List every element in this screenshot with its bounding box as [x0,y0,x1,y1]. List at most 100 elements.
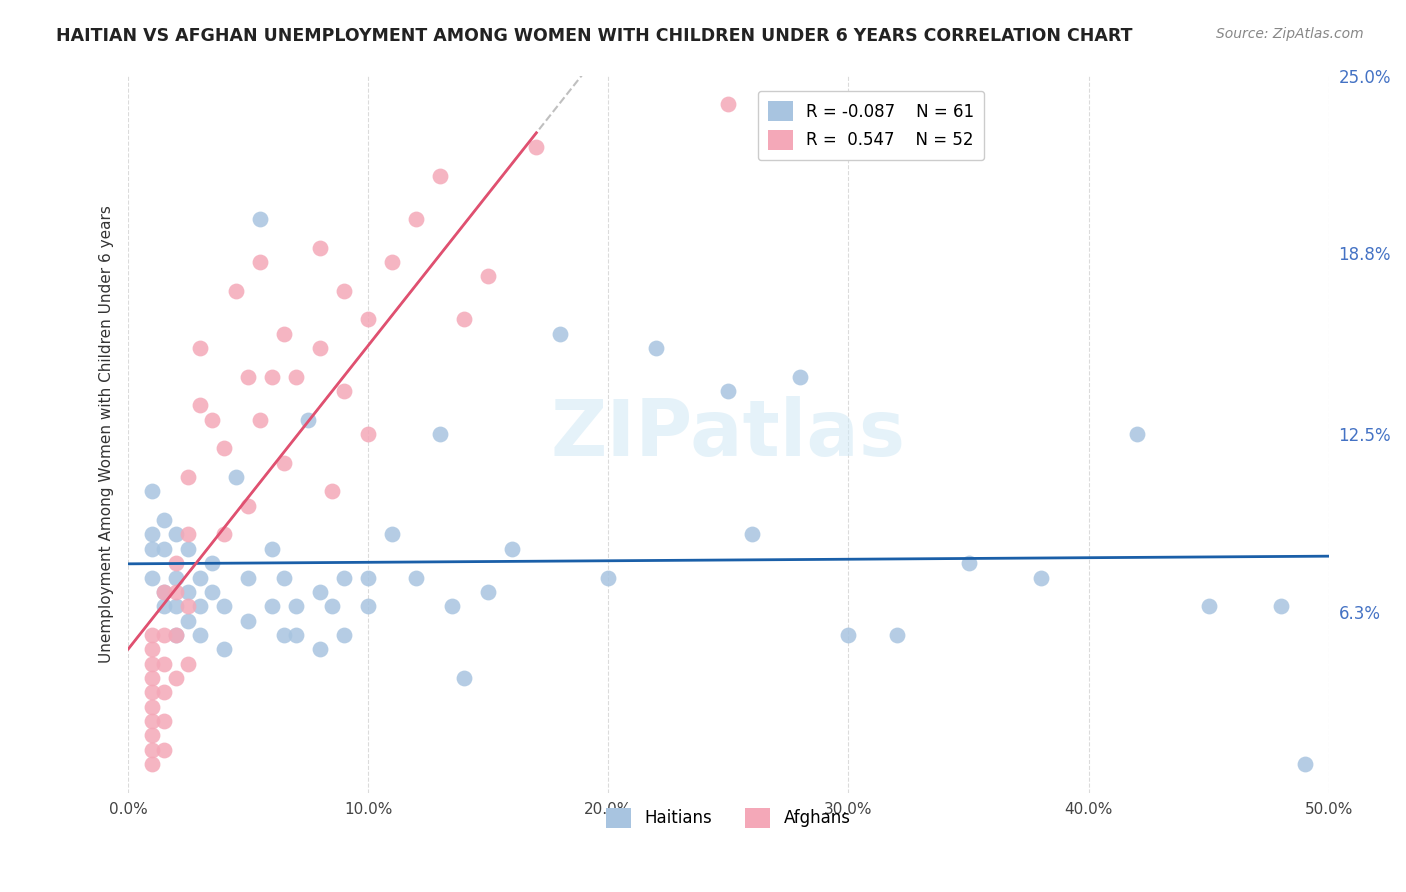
Point [333,284,356,298]
Point [550,326,572,341]
Point [309,341,332,355]
Point [238,570,260,584]
Point [177,614,200,628]
Point [177,585,200,599]
Point [141,541,163,556]
Point [141,657,163,671]
Point [165,599,187,614]
Point [188,570,211,584]
Point [177,470,200,484]
Point [249,413,271,427]
Point [153,628,176,642]
Point [297,413,319,427]
Point [262,541,284,556]
Point [273,326,295,341]
Point [141,699,163,714]
Point [188,628,211,642]
Point [262,599,284,614]
Point [262,369,284,384]
Point [165,556,187,570]
Point [357,599,380,614]
Point [1294,756,1316,771]
Point [333,628,356,642]
Point [273,628,295,642]
Point [453,312,475,326]
Point [886,628,908,642]
Point [273,570,295,584]
Point [153,657,176,671]
Point [177,657,200,671]
Point [238,614,260,628]
Point [285,599,308,614]
Point [177,599,200,614]
Point [165,570,187,584]
Point [201,556,224,570]
Point [957,556,980,570]
Point [309,642,332,657]
Point [405,570,427,584]
Point [188,398,211,412]
Point [214,442,236,456]
Point [141,484,163,499]
Point [153,599,176,614]
Point [141,642,163,657]
Point [141,628,163,642]
Point [501,541,523,556]
Point [717,97,740,112]
Point [441,599,464,614]
Point [153,714,176,728]
Point [429,169,451,183]
Point [249,211,271,226]
Point [598,570,620,584]
Point [188,341,211,355]
Point [249,255,271,269]
Point [165,628,187,642]
Point [214,599,236,614]
Point [153,742,176,756]
Point [238,369,260,384]
Point [165,671,187,685]
Point [741,527,763,541]
Y-axis label: Unemployment Among Women with Children Under 6 years: Unemployment Among Women with Children U… [100,205,114,663]
Point [1198,599,1220,614]
Point [141,570,163,584]
Point [153,541,176,556]
Point [153,585,176,599]
Point [141,756,163,771]
Point [309,585,332,599]
Point [285,369,308,384]
Point [153,685,176,699]
Point [153,585,176,599]
Point [321,599,343,614]
Point [333,570,356,584]
Point [477,269,499,284]
Point [357,312,380,326]
Point [141,728,163,742]
Point [405,211,427,226]
Point [357,570,380,584]
Text: Source: ZipAtlas.com: Source: ZipAtlas.com [1216,27,1364,41]
Point [524,140,547,154]
Point [1029,570,1052,584]
Point [273,456,295,470]
Point [177,541,200,556]
Point [477,585,499,599]
Point [381,255,404,269]
Point [141,671,163,685]
Point [141,685,163,699]
Point [837,628,859,642]
Point [141,527,163,541]
Point [357,427,380,442]
Point [333,384,356,398]
Point [717,384,740,398]
Point [214,527,236,541]
Point [177,527,200,541]
Point [201,413,224,427]
Point [188,599,211,614]
Point [165,628,187,642]
Point [141,714,163,728]
Point [214,642,236,657]
Point [321,484,343,499]
Legend: Haitians, Afghans: Haitians, Afghans [599,801,858,835]
Point [1270,599,1292,614]
